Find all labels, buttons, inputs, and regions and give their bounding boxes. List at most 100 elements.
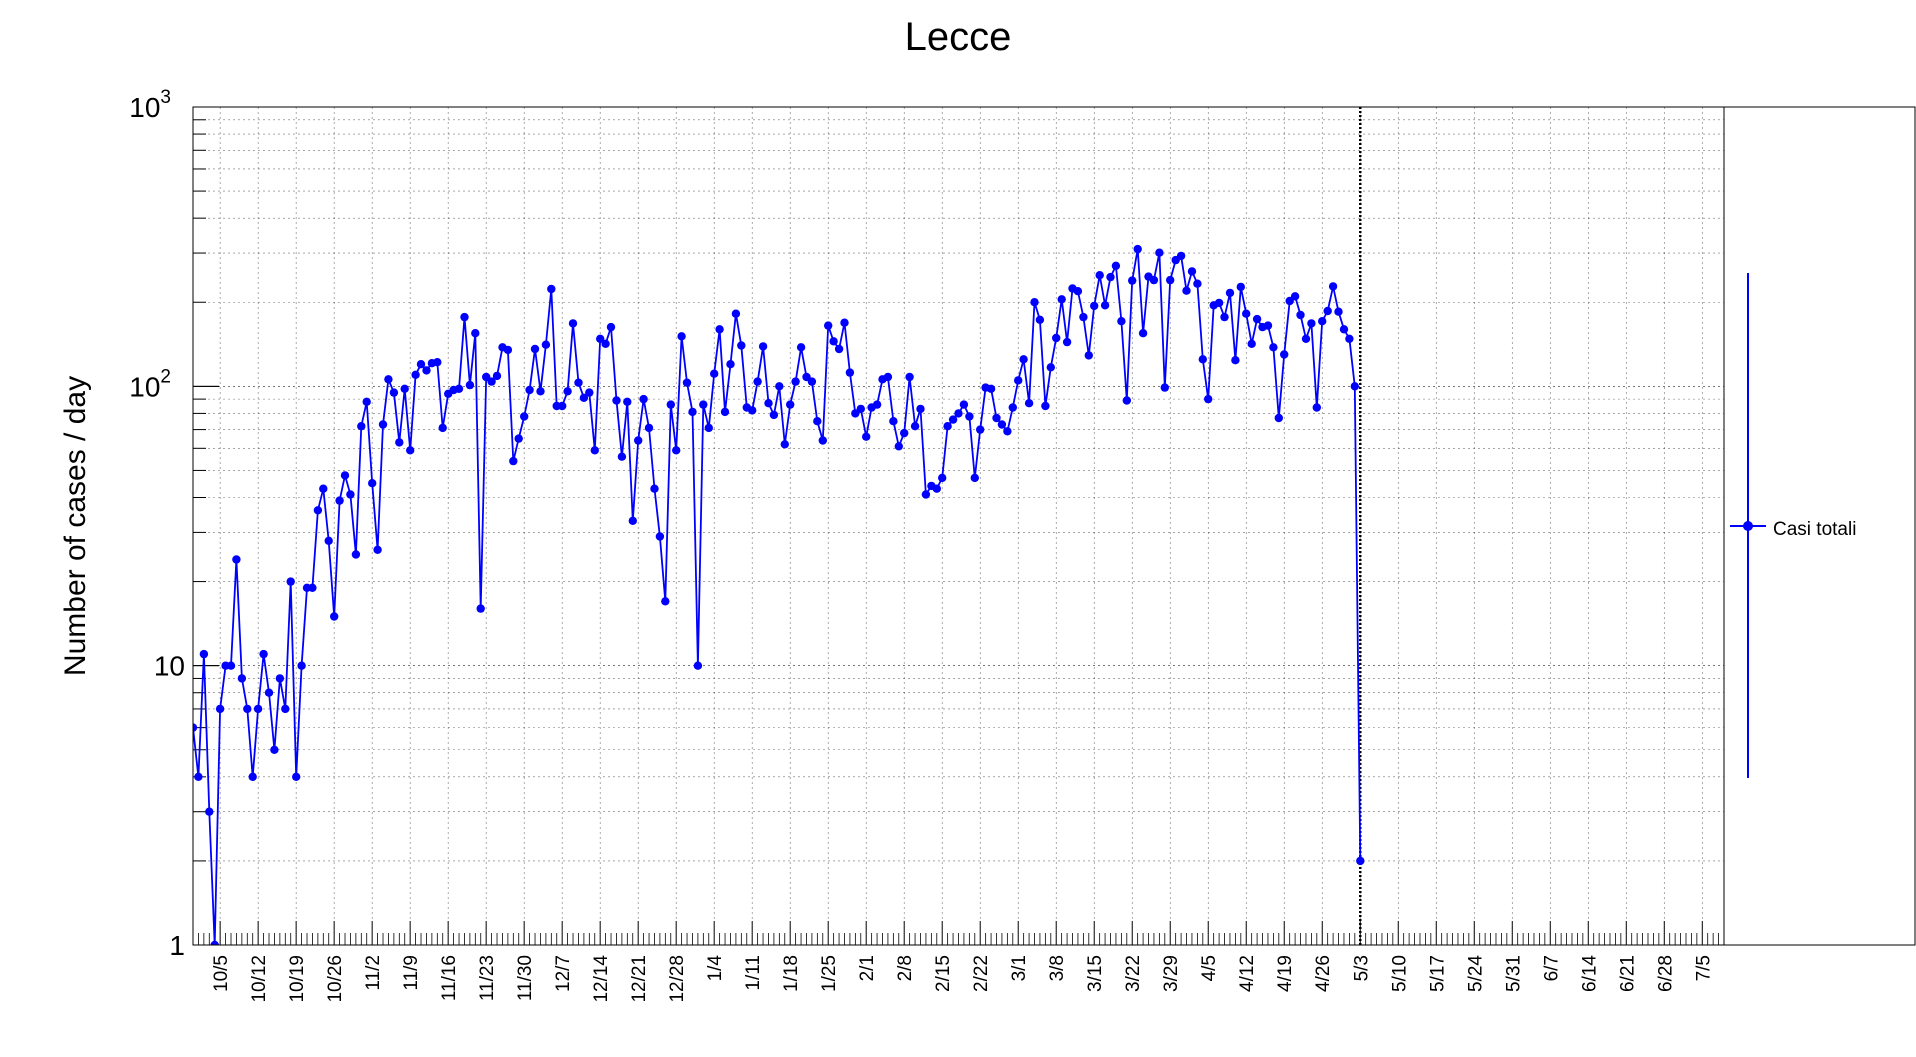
data-point bbox=[378, 420, 388, 429]
data-point bbox=[1084, 351, 1094, 360]
data-point bbox=[1285, 296, 1294, 306]
chart-title: Lecce bbox=[905, 15, 1012, 59]
y-axis-label: Number of cases / day bbox=[59, 376, 92, 676]
data-point bbox=[601, 339, 610, 348]
data-point bbox=[688, 407, 697, 417]
x-tick-label: 12/14 bbox=[591, 955, 612, 1003]
data-point bbox=[758, 342, 768, 351]
data-point bbox=[970, 473, 979, 483]
data-point bbox=[699, 400, 708, 409]
data-point bbox=[460, 312, 469, 322]
x-tick-label: 5/17 bbox=[1427, 955, 1448, 992]
data-point bbox=[1247, 339, 1256, 348]
data-point bbox=[1187, 267, 1197, 276]
data-point bbox=[1122, 396, 1132, 405]
x-tick-label: 3/15 bbox=[1085, 955, 1106, 992]
x-tick-label: 10/12 bbox=[249, 955, 270, 1003]
data-point bbox=[1046, 363, 1056, 372]
data-point bbox=[454, 384, 464, 393]
x-tick-label: 12/7 bbox=[553, 955, 574, 992]
data-point bbox=[862, 432, 871, 441]
data-point bbox=[677, 332, 686, 341]
data-point bbox=[373, 545, 382, 554]
data-point bbox=[954, 409, 963, 418]
data-point bbox=[672, 446, 681, 455]
data-point bbox=[628, 516, 637, 525]
data-point bbox=[650, 484, 659, 493]
data-point bbox=[368, 479, 377, 488]
data-point bbox=[1328, 282, 1338, 291]
data-point bbox=[1155, 248, 1164, 257]
data-point bbox=[509, 456, 518, 466]
x-tick-label: 1/11 bbox=[743, 955, 764, 991]
data-point bbox=[1166, 275, 1175, 285]
data-point bbox=[536, 387, 545, 396]
x-tick-label: 1/4 bbox=[705, 955, 726, 982]
data-point bbox=[574, 378, 583, 387]
data-point bbox=[547, 284, 556, 294]
x-tick-label: 6/14 bbox=[1579, 955, 1600, 992]
x-tick-label: 1/25 bbox=[819, 955, 840, 992]
data-point bbox=[910, 422, 920, 431]
data-point bbox=[297, 661, 306, 670]
x-tick-label: 2/1 bbox=[857, 955, 878, 981]
data-point bbox=[813, 417, 822, 426]
y-tick-label: 102 bbox=[129, 366, 171, 402]
x-tick-label: 10/19 bbox=[287, 955, 308, 1003]
data-point bbox=[1176, 251, 1186, 261]
data-point bbox=[775, 382, 784, 391]
data-point bbox=[308, 583, 317, 592]
data-point bbox=[655, 532, 665, 541]
x-tick-label: 4/26 bbox=[1313, 955, 1334, 992]
data-point bbox=[959, 400, 969, 409]
series-line bbox=[193, 248, 1362, 945]
data-point bbox=[639, 394, 648, 404]
data-point bbox=[476, 604, 485, 613]
data-point bbox=[829, 337, 838, 346]
data-point bbox=[807, 377, 817, 386]
data-point bbox=[210, 940, 219, 945]
data-point bbox=[1356, 856, 1365, 866]
data-point bbox=[226, 661, 236, 670]
data-point bbox=[1133, 244, 1142, 254]
legend-marker bbox=[1743, 521, 1753, 531]
data-point bbox=[395, 438, 404, 447]
data-point bbox=[1052, 333, 1061, 343]
data-point bbox=[563, 387, 572, 396]
data-point bbox=[438, 423, 447, 433]
data-point bbox=[1204, 394, 1213, 404]
data-point bbox=[1182, 286, 1191, 295]
data-point bbox=[769, 410, 779, 420]
data-point bbox=[1231, 356, 1240, 365]
x-tick-label: 6/28 bbox=[1655, 955, 1676, 992]
data-point bbox=[1269, 343, 1278, 352]
data-point bbox=[433, 358, 442, 367]
data-point bbox=[916, 404, 925, 414]
data-point bbox=[737, 341, 746, 350]
x-tick-label: 2/15 bbox=[933, 955, 954, 992]
x-tick-label: 10/5 bbox=[211, 955, 232, 992]
data-point bbox=[1003, 427, 1012, 436]
data-point bbox=[1079, 312, 1088, 322]
data-point bbox=[514, 434, 523, 443]
x-tick-label: 4/5 bbox=[1199, 955, 1220, 981]
data-point bbox=[834, 344, 844, 354]
data-point bbox=[791, 377, 800, 386]
data-point bbox=[1274, 413, 1284, 423]
data-point bbox=[264, 688, 274, 697]
data-point bbox=[1307, 319, 1316, 328]
x-tick-label: 4/19 bbox=[1275, 955, 1296, 992]
data-point bbox=[1019, 355, 1028, 364]
x-tick-label: 10/26 bbox=[325, 955, 346, 1003]
data-point bbox=[1090, 301, 1099, 311]
data-point bbox=[579, 393, 589, 402]
x-tick-label: 11/23 bbox=[477, 955, 498, 1001]
data-point bbox=[1008, 403, 1017, 412]
data-point bbox=[856, 404, 865, 414]
data-point bbox=[324, 536, 333, 545]
data-point bbox=[346, 490, 355, 499]
data-point bbox=[894, 442, 903, 451]
data-point bbox=[606, 322, 616, 332]
data-point bbox=[1318, 317, 1327, 326]
